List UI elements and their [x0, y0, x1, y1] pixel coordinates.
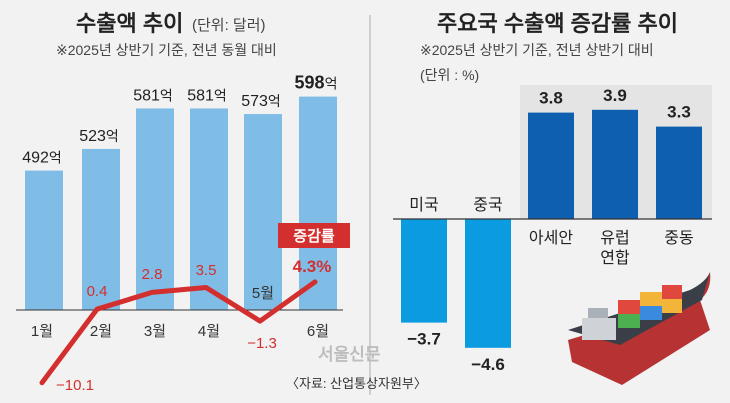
- region-label: 미국: [409, 196, 438, 214]
- export-value-label: 492억: [22, 150, 62, 167]
- right-title: 주요국 수출액 증감률 추이: [437, 11, 678, 36]
- export-value-label: 523억: [79, 128, 119, 145]
- region-value-label: −4.6: [471, 355, 505, 374]
- region-label: 중국: [473, 197, 502, 214]
- growth-rate-legend-badge: [278, 223, 350, 248]
- export-bar: [190, 108, 228, 310]
- export-value-label: 581억: [187, 87, 227, 104]
- export-bar: [25, 170, 63, 310]
- month-label: 1월: [31, 323, 53, 340]
- growth-rate-line: [39, 279, 318, 386]
- month-label: 5월: [252, 285, 274, 302]
- month-label: 3월: [144, 323, 166, 340]
- region-label: 아세안: [529, 229, 573, 247]
- export-bar: [82, 148, 120, 310]
- growth-rate-label: −10.1: [56, 377, 94, 394]
- region-label: 유럽: [600, 229, 629, 247]
- growth-rate-legend-label: 증감률: [293, 227, 335, 245]
- right-subtitle: ※2025년 상반기 기준, 전년 상반기 대비: [420, 42, 654, 58]
- region-label: 연합: [600, 249, 630, 267]
- export-bar: [244, 114, 282, 311]
- export-bar: [136, 108, 174, 310]
- region-bar: [656, 126, 702, 219]
- growth-rate-label: 0.4: [87, 283, 108, 300]
- month-label: 4월: [198, 323, 220, 340]
- region-value-label: 3.3: [667, 103, 691, 122]
- divider: [369, 15, 371, 395]
- left-title: 수출액 추이: [76, 11, 183, 36]
- month-label: 2월: [90, 323, 112, 340]
- right-unit-note: (단위 : %): [420, 67, 479, 83]
- growth-rate-label: 3.5: [196, 262, 217, 279]
- region-bar: [592, 109, 638, 219]
- region-label: 중동: [664, 230, 693, 247]
- region-value-label: 3.9: [603, 86, 627, 105]
- region-value-label: 3.8: [539, 89, 563, 108]
- left-subtitle: ※2025년 상반기 기준, 전년 동월 대비: [56, 42, 277, 58]
- growth-rate-label: 2.8: [142, 266, 163, 283]
- export-value-label: 581억: [133, 87, 173, 104]
- source-note: 〈자료: 산업통상자원부〉: [286, 376, 427, 391]
- export-value-label: 598억: [295, 73, 338, 93]
- export-value-label: 573억: [241, 93, 281, 110]
- region-bar: [401, 219, 447, 323]
- region-bar: [528, 112, 574, 219]
- export-bar: [299, 96, 337, 310]
- cargo-ship-illustration: [568, 272, 711, 385]
- left-unit-note: (단위: 달러): [192, 17, 266, 34]
- newspaper-logo: 서울신문: [318, 345, 381, 364]
- growth-rate-label: −1.3: [247, 335, 277, 352]
- region-bar: [465, 219, 511, 348]
- region-value-label: −3.7: [407, 330, 441, 349]
- month-label: 6월: [307, 323, 329, 340]
- growth-rate-label: 4.3%: [293, 257, 332, 276]
